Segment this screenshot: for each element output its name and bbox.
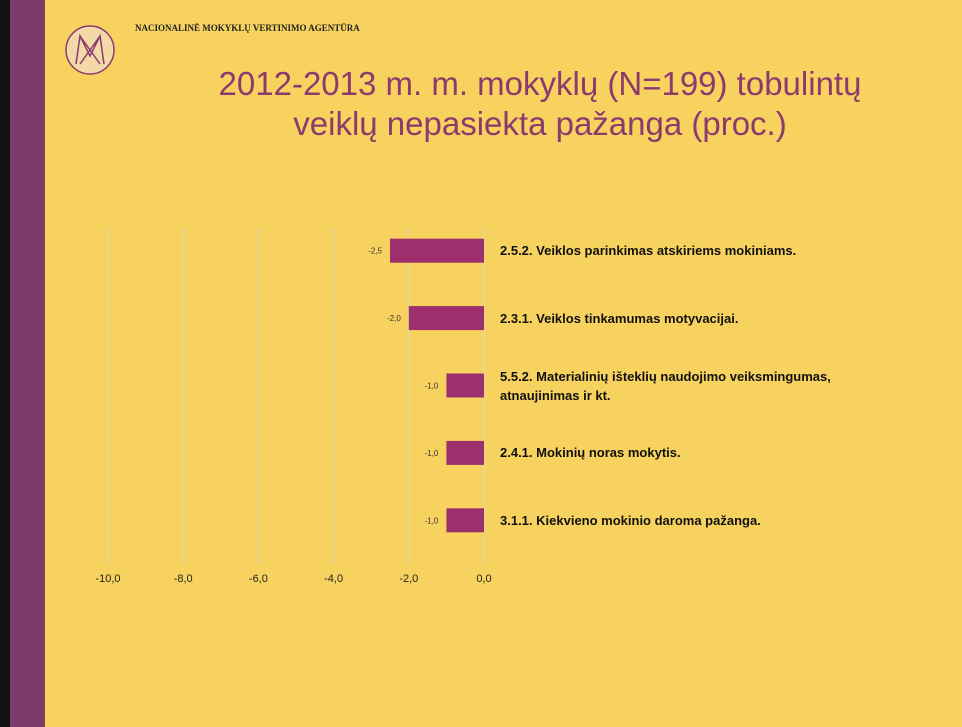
x-tick-label: -4,0 (324, 573, 343, 585)
value-label: -2,0 (387, 314, 401, 323)
logo (65, 25, 115, 75)
x-tick-label: -8,0 (174, 573, 193, 585)
x-tick-label: -10,0 (95, 573, 120, 585)
chart-title: 2012-2013 m. m. mokyklų (N=199) tobulint… (219, 65, 862, 142)
category-label: 2.5.2. Veiklos parinkimas atskiriems mok… (500, 243, 797, 259)
bar (446, 440, 484, 465)
category-label: 2.3.1. Veiklos tinkamumas motyvacijai. (500, 310, 739, 326)
category-label: 3.1.1. Kiekvieno mokinio daroma pažanga. (500, 512, 761, 528)
x-tick-label: 0,0 (476, 573, 491, 585)
bar (446, 373, 484, 398)
value-label: -1,0 (425, 449, 439, 458)
value-label: -1,0 (425, 382, 439, 391)
bar (390, 238, 484, 263)
border (0, 0, 10, 727)
value-label: -1,0 (425, 516, 439, 525)
value-label: -2,5 (368, 247, 382, 256)
side-strip (10, 0, 45, 727)
x-tick-label: -6,0 (249, 573, 268, 585)
category-label: 5.5.2. Materialinių išteklių naudojimo v… (500, 368, 831, 403)
bar (408, 306, 484, 331)
organization: NACIONALINĖ MOKYKLŲ VERTINIMO AGENTŪRA (135, 23, 360, 33)
x-tick-label: -2,0 (399, 573, 418, 585)
category-label: 2.4.1. Mokinių noras mokytis. (500, 445, 681, 461)
bar (446, 508, 484, 533)
